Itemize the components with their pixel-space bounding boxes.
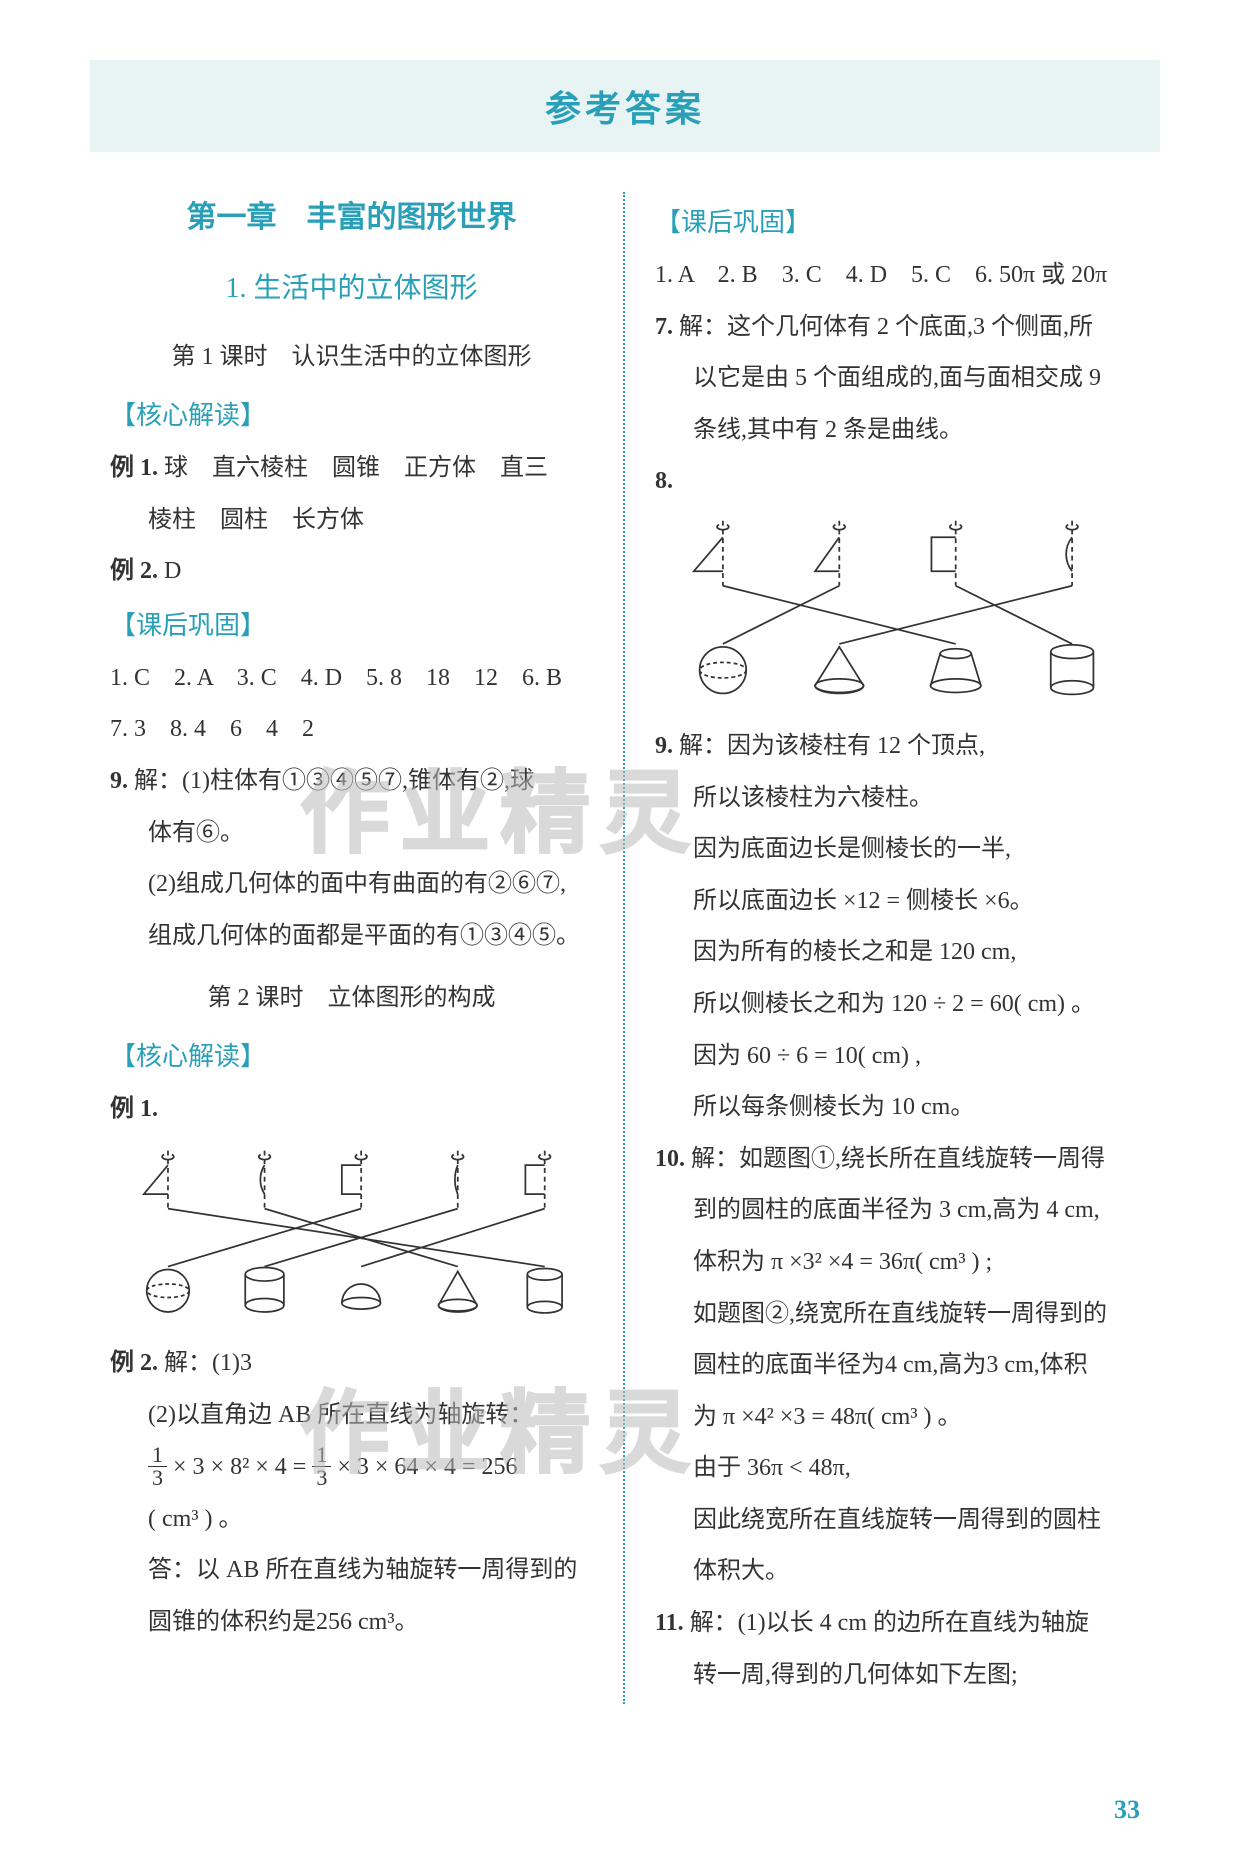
chapter-title: 第一章 丰富的图形世界 — [110, 192, 593, 236]
r-q9-t5: 因为所有的棱长之和是 120 cm, — [655, 930, 1140, 976]
r-q10-label: 10. — [655, 1146, 685, 1172]
diagram-right — [655, 513, 1140, 712]
matching-diagram-right-icon — [655, 513, 1140, 707]
r-q11-label: 11. — [655, 1610, 684, 1636]
r-q7-t1: 解：这个几何体有 2 个底面,3 个侧面,所 — [679, 314, 1093, 340]
frac2-num: 1 — [312, 1444, 331, 1467]
ex2b-line4: ( cm³ ) 。 — [110, 1497, 593, 1543]
content-area: 第一章 丰富的图形世界 1. 生活中的立体图形 第 1 课时 认识生活中的立体图… — [0, 152, 1250, 1704]
r-q9-t1: 解：因为该棱柱有 12 个顶点, — [679, 733, 985, 759]
example-1: 例 1. 球 直六棱柱 圆锥 正方体 直三 — [110, 446, 593, 492]
ex2b-formula: 1 3 × 3 × 8² × 4 = 1 3 × 3 × 64 × 4 = 25… — [110, 1445, 593, 1491]
page-title: 参考答案 — [90, 80, 1160, 132]
frac1-den: 3 — [148, 1467, 167, 1489]
fraction-1: 1 3 — [148, 1444, 167, 1489]
r-q7-t2: 以它是由 5 个面组成的,面与面相交成 9 — [655, 356, 1140, 402]
r-q10-t4: 如题图②,绕宽所在直线旋转一周得到的 — [655, 1292, 1140, 1338]
q8-label-b: 8. — [655, 468, 673, 494]
diagram-left — [110, 1141, 593, 1330]
r-q10: 10. 解：如题图①,绕长所在直线旋转一周得 — [655, 1137, 1140, 1183]
frac1-num: 1 — [148, 1444, 167, 1467]
example-2-answer: D — [164, 558, 181, 584]
matching-diagram-icon — [110, 1141, 593, 1325]
r-q11-t2: 转一周,得到的几何体如下左图; — [655, 1653, 1140, 1699]
example-1-line1: 球 直六棱柱 圆锥 正方体 直三 — [164, 455, 548, 481]
r-q9-t6: 所以侧棱长之和为 120 ÷ 2 = 60( cm) 。 — [655, 982, 1140, 1028]
r-q10-t6: 为 π ×4² ×3 = 48π( cm³ ) 。 — [655, 1395, 1140, 1441]
r-q9-t3: 因为底面边长是侧棱长的一半, — [655, 827, 1140, 873]
example-1-line2: 棱柱 圆柱 长方体 — [110, 498, 593, 544]
ex2b-line6: 圆锥的体积约是256 cm³。 — [110, 1600, 593, 1646]
q9-line3: (2)组成几何体的面中有曲面的有②⑥⑦, — [110, 862, 593, 908]
example-1-label: 例 1. — [110, 455, 158, 481]
section-title: 1. 生活中的立体图形 — [110, 266, 593, 306]
example-2-label: 例 2. — [110, 558, 158, 584]
r-q9-label: 9. — [655, 733, 673, 759]
r-q10-t1: 解：如题图①,绕长所在直线旋转一周得 — [691, 1146, 1105, 1172]
r-q10-t3: 体积为 π ×3² ×4 = 36π( cm³ ) ; — [655, 1240, 1140, 1286]
r-q9-t4: 所以底面边长 ×12 = 侧棱长 ×6。 — [655, 879, 1140, 925]
right-row1: 1. A 2. B 3. C 4. D 5. C 6. 50π 或 20π — [655, 253, 1140, 299]
formula-mid1: × 3 × 8² × 4 = — [173, 1454, 312, 1480]
page-number: 33 — [1114, 1795, 1140, 1825]
post-heading-1: 【课后巩固】 — [110, 605, 593, 642]
core-heading-1: 【核心解读】 — [110, 395, 593, 432]
q9-line4: 组成几何体的面都是平面的有①③④⑤。 — [110, 914, 593, 960]
ex2b-line2: (2)以直角边 AB 所在直线为轴旋转： — [110, 1393, 593, 1439]
r-q10-t7: 由于 36π < 48π, — [655, 1446, 1140, 1492]
r-q7: 7. 解：这个几何体有 2 个底面,3 个侧面,所 — [655, 305, 1140, 351]
ex2b-label: 例 2. — [110, 1350, 158, 1376]
r-q7-label: 7. — [655, 314, 673, 340]
r-q10-t9: 体积大。 — [655, 1549, 1140, 1595]
lesson2-title: 第 2 课时 立体图形的构成 — [110, 977, 593, 1012]
q9: 9. 解：(1)柱体有①③④⑤⑦,锥体有②,球 — [110, 759, 593, 805]
ex2b-line1: 解：(1)3 — [164, 1350, 252, 1376]
title-banner: 参考答案 — [90, 60, 1160, 152]
lesson1-title: 第 1 课时 认识生活中的立体图形 — [110, 336, 593, 371]
post1-row1: 1. C 2. A 3. C 4. D 5. 8 18 12 6. B — [110, 656, 593, 702]
r-q11: 11. 解：(1)以长 4 cm 的边所在直线为轴旋 — [655, 1601, 1140, 1647]
q9-line2: 体有⑥。 — [110, 811, 593, 857]
r-q7-t3: 条线,其中有 2 条是曲线。 — [655, 408, 1140, 454]
r-q10-t5: 圆柱的底面半径为4 cm,高为3 cm,体积 — [655, 1343, 1140, 1389]
r-q9-t8: 所以每条侧棱长为 10 cm。 — [655, 1085, 1140, 1131]
r-q11-t1: 解：(1)以长 4 cm 的边所在直线为轴旋 — [690, 1610, 1089, 1636]
example-1b-label: 例 1. — [110, 1087, 593, 1133]
core-heading-2: 【核心解读】 — [110, 1036, 593, 1073]
fraction-2: 1 3 — [312, 1444, 331, 1489]
r-q8-label: 8. — [655, 459, 1140, 505]
r-q9-t7: 因为 60 ÷ 6 = 10( cm) , — [655, 1034, 1140, 1080]
left-column: 第一章 丰富的图形世界 1. 生活中的立体图形 第 1 课时 认识生活中的立体图… — [90, 192, 625, 1704]
ex2b-line5: 答：以 AB 所在直线为轴旋转一周得到的 — [110, 1548, 593, 1594]
r-q10-t2: 到的圆柱的底面半径为 3 cm,高为 4 cm, — [655, 1188, 1140, 1234]
q9-line1: 解：(1)柱体有①③④⑤⑦,锥体有②,球 — [134, 768, 534, 794]
frac2-den: 3 — [312, 1467, 331, 1489]
post1-row2: 7. 3 8. 4 6 4 2 — [110, 707, 593, 753]
ex1b-label: 例 1. — [110, 1096, 158, 1122]
r-q9: 9. 解：因为该棱柱有 12 个顶点, — [655, 724, 1140, 770]
formula-mid2: × 3 × 64 × 4 = 256 — [337, 1454, 517, 1480]
post-heading-2: 【课后巩固】 — [655, 202, 1140, 239]
example-2: 例 2. D — [110, 549, 593, 595]
right-column: 【课后巩固】 1. A 2. B 3. C 4. D 5. C 6. 50π 或… — [625, 192, 1160, 1704]
q9-label: 9. — [110, 768, 128, 794]
r-q9-t2: 所以该棱柱为六棱柱。 — [655, 776, 1140, 822]
example-2b: 例 2. 解：(1)3 — [110, 1341, 593, 1387]
r-q10-t8: 因此绕宽所在直线旋转一周得到的圆柱 — [655, 1498, 1140, 1544]
